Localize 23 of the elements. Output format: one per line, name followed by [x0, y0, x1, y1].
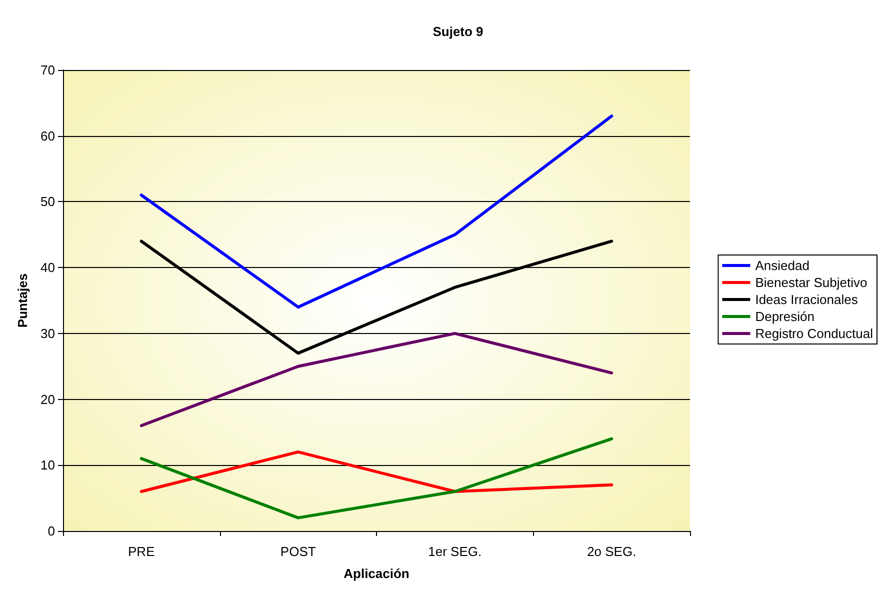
legend-label: Bienestar Subjetivo — [755, 275, 868, 290]
y-tick-label: 50 — [40, 194, 55, 210]
line-series — [140, 332, 614, 428]
y-tick-label: 40 — [40, 260, 55, 276]
x-axis-title: Aplicación — [344, 566, 410, 581]
legend-label: Depresión — [755, 309, 814, 324]
legend-label: Ideas Irracionales — [755, 292, 858, 307]
y-axis-title: Puntajes — [15, 273, 30, 328]
legend-label: Ansiedad — [755, 258, 810, 273]
y-tick-label: 70 — [40, 62, 55, 78]
line-series — [140, 114, 614, 309]
y-tick-label: 20 — [40, 392, 55, 407]
y-tick-label: 0 — [48, 524, 55, 538]
y-tick-label: 60 — [40, 128, 55, 144]
line-series — [140, 437, 614, 520]
x-tick-label: POST — [280, 544, 316, 559]
x-tick-label: 2o SEG. — [587, 544, 636, 559]
x-tick-label: 1er SEG. — [428, 544, 482, 559]
legend-label: Registro Conductual — [755, 326, 874, 341]
y-tick-label: 30 — [40, 326, 55, 341]
y-tick-label: 10 — [40, 458, 55, 473]
chart-title: Sujeto 9 — [432, 24, 484, 39]
x-tick-label: PRE — [128, 544, 156, 559]
